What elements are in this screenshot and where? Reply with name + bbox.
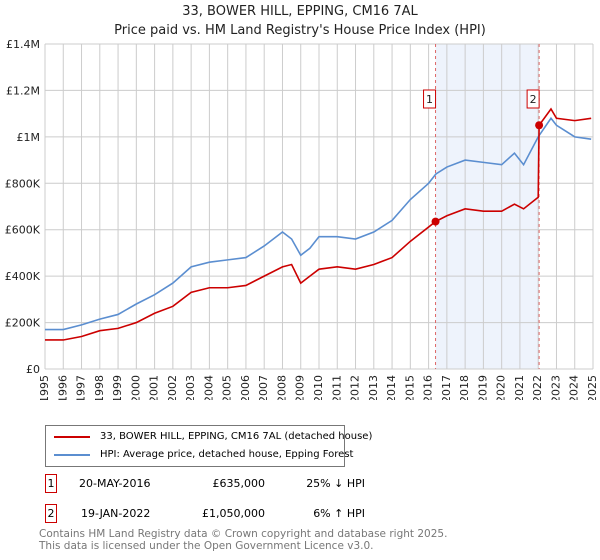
x-tick-label: 2010 bbox=[312, 375, 325, 400]
annotation-box bbox=[526, 89, 540, 109]
transaction-date: 19-JAN-2022 bbox=[81, 507, 151, 520]
y-tick-label: £1M bbox=[17, 131, 41, 144]
legend-label: HPI: Average price, detached house, Eppi… bbox=[100, 449, 354, 460]
x-tick-label: 2014 bbox=[385, 375, 398, 400]
y-tick-label: £1.4M bbox=[6, 38, 40, 51]
transaction-row: 2 19-JAN-2022 £1,050,000 6% ↑ HPI bbox=[45, 504, 365, 523]
y-tick-label: £1.2M bbox=[6, 84, 40, 97]
y-tick-label: £800K bbox=[5, 177, 41, 190]
red-line-swatch bbox=[54, 435, 90, 438]
x-tick-label: 2007 bbox=[257, 375, 270, 400]
x-tick-label: 2006 bbox=[239, 375, 252, 400]
x-tick-label: 2018 bbox=[458, 375, 471, 400]
footer-line: This data is licensed under the Open Gov… bbox=[39, 540, 374, 552]
x-tick-label: 2001 bbox=[148, 375, 161, 400]
x-tick-label: 2016 bbox=[422, 375, 435, 400]
x-tick-label: 2011 bbox=[330, 375, 343, 400]
chart-title: 33, BOWER HILL, EPPING, CM16 7AL Price pa… bbox=[0, 2, 600, 40]
annotation-label: 2 bbox=[530, 93, 537, 106]
sale-point bbox=[431, 217, 440, 226]
x-tick-label: 2000 bbox=[129, 375, 142, 400]
legend-label: 33, BOWER HILL, EPPING, CM16 7AL (detach… bbox=[100, 431, 373, 442]
marker-badge: 2 bbox=[45, 504, 57, 523]
x-tick-label: 2004 bbox=[202, 375, 215, 400]
sale-point bbox=[535, 121, 544, 130]
blue-line-swatch bbox=[54, 453, 90, 456]
transaction-date: 20-MAY-2016 bbox=[79, 477, 151, 490]
transaction-row: 1 20-MAY-2016 £635,000 25% ↓ HPI bbox=[45, 474, 365, 493]
transaction-price: £1,050,000 bbox=[202, 507, 265, 520]
legend-item-hpi: HPI: Average price, detached house, Eppi… bbox=[54, 449, 353, 460]
x-tick-label: 2005 bbox=[221, 375, 234, 400]
x-tick-label: 2020 bbox=[495, 375, 508, 400]
transaction-hpi: 6% ↑ HPI bbox=[313, 507, 365, 520]
annotation-label: 1 bbox=[426, 93, 433, 106]
series-line bbox=[45, 116, 592, 331]
x-tick-label: 2019 bbox=[476, 375, 489, 400]
transaction-hpi: 25% ↓ HPI bbox=[306, 477, 365, 490]
x-tick-label: 1998 bbox=[93, 375, 106, 400]
price-chart: 1995 1996 1997 1998 1999 2000 2001 2002 2003 2004… bbox=[5, 38, 599, 400]
x-tick-label: 1995 bbox=[38, 375, 51, 400]
x-tick-label: 2023 bbox=[549, 375, 562, 400]
x-tick-label: 2025 bbox=[586, 375, 599, 400]
x-tick-label: 2024 bbox=[568, 375, 581, 400]
x-tick-label: 1997 bbox=[75, 375, 88, 400]
y-tick-label: £0 bbox=[26, 363, 40, 376]
x-tick-label: 2002 bbox=[166, 375, 179, 400]
x-tick-label: 2013 bbox=[367, 375, 380, 400]
legend-item-property: 33, BOWER HILL, EPPING, CM16 7AL (detach… bbox=[54, 431, 372, 442]
footer-line: Contains HM Land Registry data © Crown c… bbox=[39, 528, 448, 540]
series-line bbox=[45, 107, 592, 341]
annotation-box bbox=[423, 89, 437, 109]
x-tick-label: 2022 bbox=[531, 375, 544, 400]
x-tick-label: 1999 bbox=[111, 375, 124, 400]
x-tick-label: 1996 bbox=[56, 375, 69, 400]
x-tick-label: 2003 bbox=[184, 375, 197, 400]
x-tick-label: 2021 bbox=[513, 375, 526, 400]
x-tick-label: 2009 bbox=[294, 375, 307, 400]
x-tick-label: 2017 bbox=[440, 375, 453, 400]
title-line: 33, BOWER HILL, EPPING, CM16 7AL bbox=[182, 4, 418, 19]
y-tick-label: £200K bbox=[5, 317, 41, 330]
y-tick-label: £600K bbox=[5, 224, 41, 237]
shaded-period bbox=[435, 44, 540, 369]
y-tick-label: £400K bbox=[5, 270, 41, 283]
x-tick-label: 2012 bbox=[349, 375, 362, 400]
marker-badge: 1 bbox=[45, 474, 57, 493]
transaction-price: £635,000 bbox=[212, 477, 266, 490]
x-tick-label: 2015 bbox=[403, 375, 416, 400]
footer: Contains HM Land Registry data © Crown c… bbox=[39, 528, 447, 552]
subtitle-line: Price paid vs. HM Land Registry's House … bbox=[114, 23, 486, 38]
legend: 33, BOWER HILL, EPPING, CM16 7AL (detach… bbox=[45, 425, 372, 467]
x-tick-label: 2008 bbox=[275, 375, 288, 400]
